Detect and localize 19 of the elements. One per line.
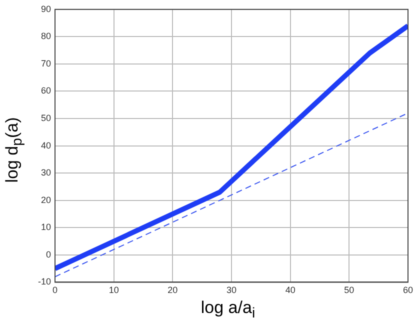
y-tick-label: 90 bbox=[40, 4, 52, 14]
y-tick-label: 50 bbox=[40, 113, 52, 124]
x-tick-label: 10 bbox=[108, 285, 119, 296]
x-tick-label: 20 bbox=[168, 285, 178, 296]
y-tick-label: 20 bbox=[40, 194, 52, 205]
y-tick-label: 0 bbox=[46, 249, 52, 260]
x-tick-label: 50 bbox=[344, 285, 354, 296]
x-tick-label: 0 bbox=[52, 285, 58, 296]
y-tick-label: 10 bbox=[40, 222, 52, 232]
y-tick-label: 40 bbox=[40, 140, 52, 150]
x-tick-label: 40 bbox=[285, 285, 296, 296]
y-tick-label: 60 bbox=[40, 86, 52, 96]
y-tick-label: 30 bbox=[40, 168, 52, 178]
y-tick-label: -10 bbox=[38, 276, 52, 287]
y-tick-label: 70 bbox=[40, 58, 52, 68]
y-tick-label: 80 bbox=[40, 31, 52, 42]
x-tick-label: 30 bbox=[226, 285, 237, 296]
x-axis-title: log a/a$_{i}$ bbox=[200, 298, 256, 322]
x-tick-label: 60 bbox=[402, 285, 413, 296]
